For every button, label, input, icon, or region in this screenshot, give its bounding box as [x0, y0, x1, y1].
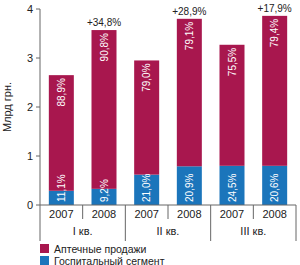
legend-label: Аптечные продажи — [54, 243, 147, 255]
bar-segment — [262, 16, 287, 166]
x-tick-label: 2008 — [262, 208, 286, 220]
share-label: 79,0% — [141, 63, 152, 91]
x-separator — [296, 205, 297, 241]
y-tick-label: 4 — [27, 3, 33, 15]
bar-segment — [177, 166, 202, 205]
share-label: 21,0% — [141, 174, 152, 202]
y-tick — [36, 156, 40, 157]
bars — [49, 16, 287, 205]
bar-segment — [262, 166, 287, 205]
bar-segment — [177, 19, 202, 166]
share-label: 90,8% — [99, 33, 110, 61]
y-tick-label: 1 — [27, 150, 33, 162]
x-separator — [125, 205, 126, 241]
share-label: 24,5% — [227, 174, 238, 202]
chart: Млрд грн. 0 1 2 3 4 11,1% 88,9% 9,2% 90,8% 21,0% 79… — [0, 0, 300, 265]
y-tick — [36, 107, 40, 108]
bar-segment — [92, 30, 117, 189]
x-separator — [40, 205, 41, 241]
bar-segment — [220, 166, 245, 205]
x-separator — [168, 205, 169, 219]
x-separator — [82, 205, 83, 219]
x-separator — [210, 205, 211, 241]
share-label: 79,4% — [269, 19, 280, 47]
x-tick-label: 2007 — [49, 208, 73, 220]
x-tick-label: 2008 — [177, 208, 201, 220]
group-label: I кв. — [73, 225, 93, 237]
growth-label: +17,9% — [258, 3, 292, 14]
group-label: III кв. — [240, 225, 266, 237]
share-label: 11,1% — [56, 174, 67, 202]
y-tick-label: 2 — [27, 101, 33, 113]
x-tick-label: 2007 — [134, 208, 158, 220]
share-label: 20,9% — [184, 174, 195, 202]
bar-segment — [134, 60, 159, 174]
growth-label: +34,8% — [87, 17, 121, 28]
legend-swatch — [40, 256, 49, 265]
legend-label: Госпитальный сегмент — [54, 255, 165, 265]
share-label: 79,1% — [184, 22, 195, 50]
share-label: 20,6% — [269, 174, 280, 202]
x-tick-label: 2007 — [220, 208, 244, 220]
group-label: II кв. — [157, 225, 180, 237]
growth-label: +28,9% — [172, 6, 206, 17]
share-label: 75,5% — [227, 48, 238, 76]
share-label: 88,9% — [56, 78, 67, 106]
y-axis-label: Млрд грн. — [1, 82, 13, 132]
y-tick-label: 3 — [27, 52, 33, 64]
bar-segment — [220, 45, 245, 166]
x-tick-label: 2008 — [92, 208, 116, 220]
bar-segment — [49, 75, 74, 191]
y-tick — [36, 58, 40, 59]
y-tick — [36, 205, 40, 206]
y-tick-label: 0 — [27, 199, 33, 211]
legend-swatch — [40, 244, 49, 253]
x-separator — [253, 205, 254, 219]
y-tick — [36, 9, 40, 10]
share-label: 9,2% — [99, 179, 110, 202]
data-labels: 11,1% 88,9% 9,2% 90,8% 21,0% 79,0% 20,9% 79,1% 2… — [56, 19, 280, 202]
